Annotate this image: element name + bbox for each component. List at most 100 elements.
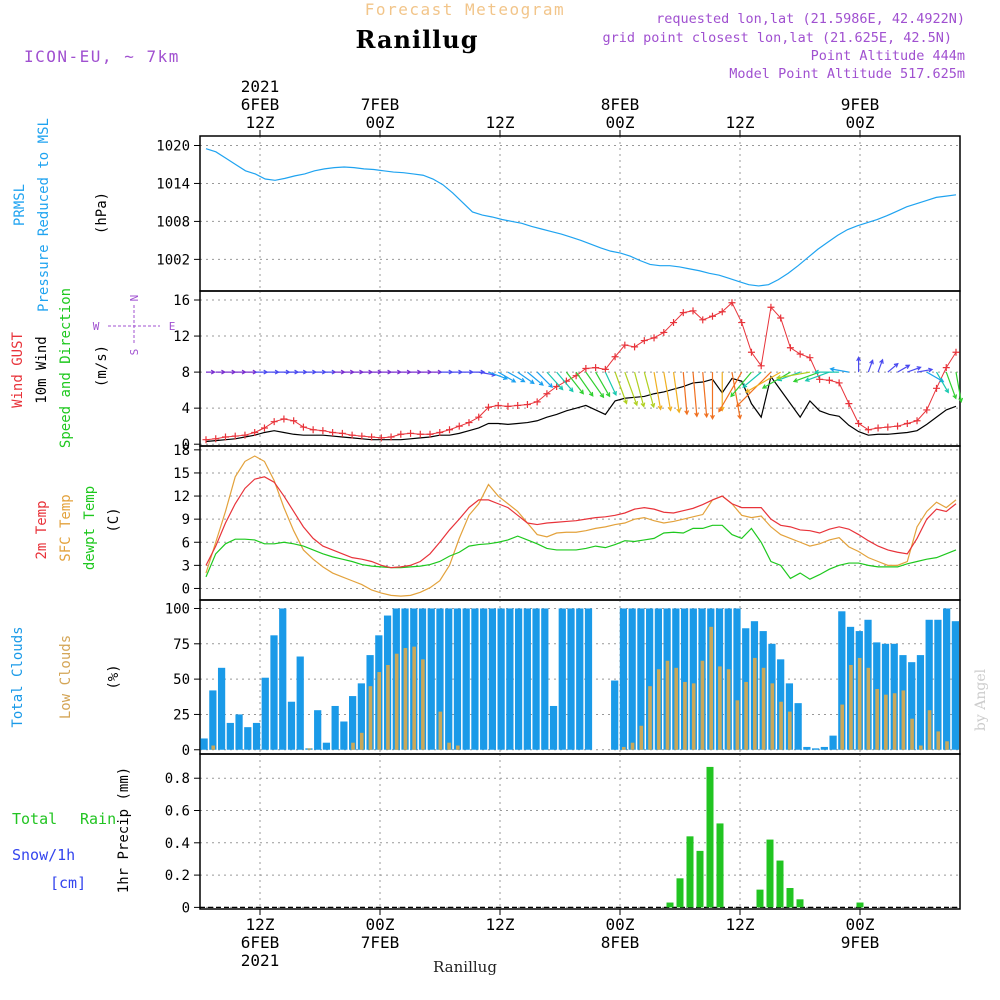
low-cloud-bar [919, 745, 923, 750]
wind-direction-arrow [556, 371, 574, 393]
gust-marker [767, 303, 775, 311]
total-cloud-bar [820, 746, 828, 750]
gust-marker [611, 353, 619, 361]
total-cloud-bar [349, 696, 357, 750]
gust-marker [913, 417, 921, 425]
gust-marker [465, 419, 473, 427]
low-cloud-bar [421, 659, 425, 750]
rain-bar [716, 823, 724, 908]
precip-ytick-label: 0.4 [165, 836, 190, 852]
low-cloud-bar [656, 669, 661, 750]
wind-direction-arrow [206, 369, 216, 375]
precip-ytick-label: 0.8 [165, 771, 190, 787]
gust-marker [426, 430, 434, 438]
temp-ytick-label: 9 [182, 512, 190, 528]
precip-ytick-label: 0.6 [165, 804, 190, 820]
total-cloud-bar [480, 608, 488, 750]
wind-label-2: 10m Wind [34, 336, 50, 403]
rain-label-rain: Rain [80, 810, 116, 828]
low-cloud-bar [386, 664, 390, 750]
gust-marker [358, 432, 366, 440]
low-cloud-bar [674, 667, 679, 750]
total-cloud-bar [436, 608, 444, 750]
rain-bar [756, 889, 764, 908]
wind-direction-arrow [775, 371, 811, 380]
wind-direction-arrow [945, 371, 957, 400]
total-cloud-bar [506, 608, 514, 750]
dewpoint-line [205, 524, 957, 580]
wind-direction-arrow [391, 369, 403, 375]
rain-bar [696, 850, 704, 908]
low-cloud-bar [787, 711, 792, 750]
snow-label: Snow/1h [12, 846, 75, 864]
wind-direction-arrow [856, 356, 862, 373]
gust-marker [231, 432, 239, 440]
cloud-label-1: Total Clouds [10, 626, 26, 727]
watermark: by Angel [973, 668, 989, 731]
gust-marker [670, 319, 678, 327]
low-cloud-bar [307, 748, 312, 750]
low-cloud-bar [884, 694, 888, 750]
low-cloud-bar [412, 646, 416, 750]
temp-ytick-label: 18 [173, 443, 190, 459]
compass-rose: N S W E [93, 295, 176, 356]
wind-direction-arrow [792, 371, 820, 383]
total-cloud-bar [340, 721, 348, 750]
wind-direction-arrow [742, 371, 762, 389]
gust-marker [660, 328, 668, 336]
bottom-tick-label: 00Z [606, 915, 635, 934]
gust-marker [942, 364, 950, 372]
total-cloud-bar [646, 608, 654, 750]
wind-direction-arrow [735, 371, 772, 408]
low-cloud-bar [857, 657, 862, 750]
total-cloud-bar [244, 727, 252, 750]
low-cloud-bar [753, 657, 757, 750]
gust-marker [329, 428, 337, 436]
wind-label-3: Speed and Direction [58, 288, 74, 448]
pressure-ytick-label: 1020 [156, 138, 190, 154]
gust-marker [640, 337, 648, 345]
total-cloud-bar [445, 608, 453, 750]
temp-frame [199, 445, 961, 601]
low-cloud-bar [211, 745, 216, 750]
gust-marker [309, 426, 317, 434]
total-cloud-bar [829, 735, 837, 750]
wind-direction-arrow [935, 371, 949, 394]
pressure-unit: (hPa) [94, 192, 110, 234]
gust-marker [592, 364, 600, 372]
gust-marker [777, 314, 785, 322]
bottom-tick-label: 12Z [486, 915, 515, 934]
top-tick-label: 9FEB [841, 95, 880, 114]
precip-unit: 1hr Precip (mm) [116, 767, 132, 893]
wind-direction-arrow [744, 371, 781, 393]
wind-direction-arrow [352, 369, 365, 375]
cloud-labels: Total Clouds Low Clouds (%) [10, 626, 122, 727]
top-tick-label: 00Z [606, 113, 635, 132]
temp-panel: 18 15 12 9 6 3 0 [173, 443, 961, 601]
gust-marker [377, 434, 385, 442]
gust-marker [553, 383, 561, 391]
gust-marker [251, 428, 259, 436]
total-cloud-bar [287, 701, 296, 750]
top-tick-label: 12Z [726, 113, 755, 132]
clouds-ytick-label: 50 [173, 672, 190, 688]
pressure-label-2: Pressure Reduced to MSL [36, 118, 52, 312]
compass-w: W [93, 320, 100, 333]
pressure-label-1: PRMSL [12, 184, 28, 226]
wind-panel: 16 12 8 4 0 [173, 290, 964, 453]
temp-ytick-label: 12 [173, 489, 190, 505]
wind-direction-arrow [585, 371, 605, 399]
total-cloud-bar [453, 608, 462, 750]
total-cloud-bar [314, 710, 322, 750]
subtitle: Forecast Meteogram [365, 0, 565, 19]
wind-direction-arrow [400, 369, 412, 375]
wind-direction-arrow [916, 367, 934, 373]
wind-direction-arrow [813, 369, 840, 375]
total-cloud-bar [514, 608, 523, 750]
low-cloud-bar [447, 742, 451, 750]
bottom-tick-label: 12Z [726, 915, 755, 934]
clouds-ytick-label: 100 [165, 601, 190, 617]
precip-ytick-label: 0.2 [165, 868, 190, 884]
low-cloud-bar [665, 660, 670, 750]
